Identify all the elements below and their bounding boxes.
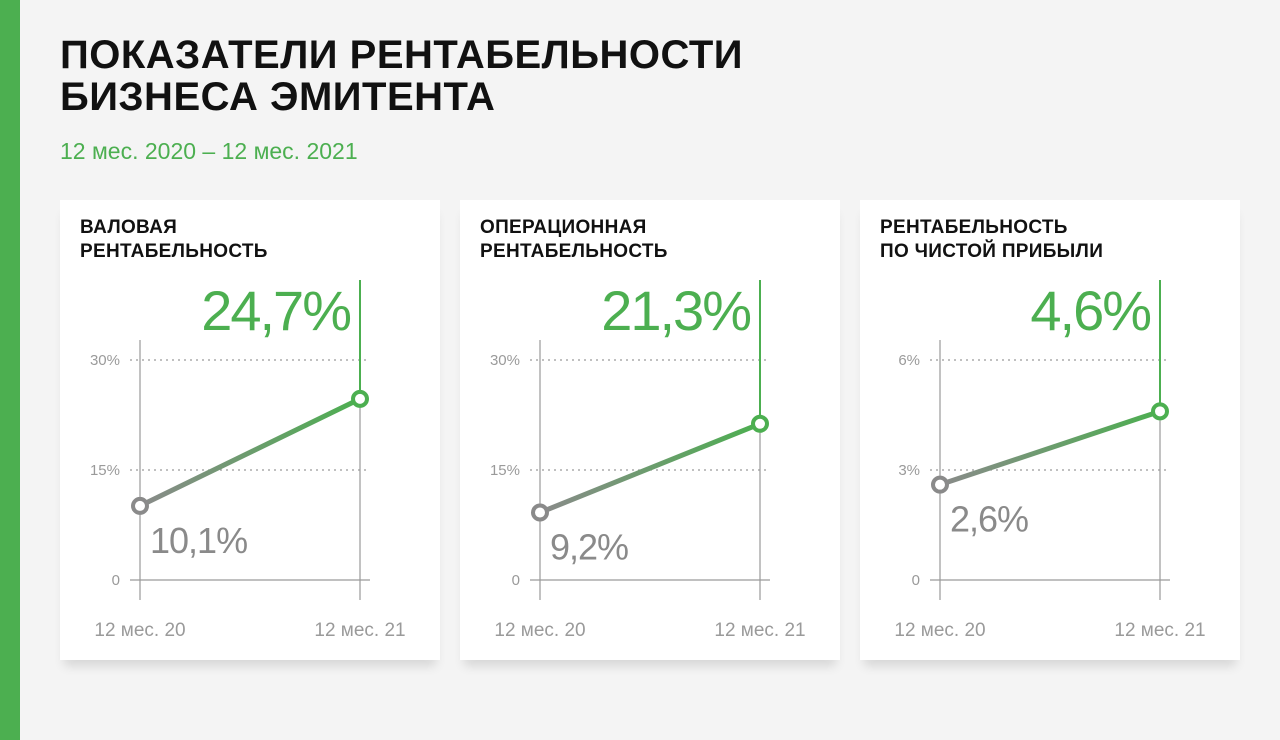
x-tick-label: 12 мес. 20 (894, 620, 985, 641)
page-title-line-1: ПОКАЗАТЕЛИ РЕНТАБЕЛЬНОСТИ (60, 33, 744, 77)
chart-title-line-1: ОПЕРАЦИОННАЯ (480, 217, 647, 238)
chart-title-line-1: РЕНТАБЕЛЬНОСТЬ (880, 217, 1068, 238)
data-point-current (351, 389, 369, 408)
value-label-past: 2,6% (950, 499, 1028, 540)
y-tick-label: 30% (90, 352, 120, 369)
chart-title: ОПЕРАЦИОННАЯ РЕНТАБЕЛЬНОСТЬ (480, 216, 820, 264)
data-point-current (751, 414, 769, 433)
y-tick-label: 15% (490, 462, 520, 479)
chart-title: РЕНТАБЕЛЬНОСТЬ ПО ЧИСТОЙ ПРИБЫЛИ (880, 216, 1220, 264)
data-point-past (131, 496, 149, 515)
chart-title-line-1: ВАЛОВАЯ (80, 217, 178, 238)
chart-title-line-2: РЕНТАБЕЛЬНОСТЬ (480, 241, 668, 262)
chart-card-gross-margin: ВАЛОВАЯ РЕНТАБЕЛЬНОСТЬ 0 15% 30% 24,7% 10,1%… (60, 200, 440, 660)
data-point-current (1151, 402, 1169, 421)
chart-title: ВАЛОВАЯ РЕНТАБЕЛЬНОСТЬ (80, 216, 420, 264)
chart-card-net-margin: РЕНТАБЕЛЬНОСТЬ ПО ЧИСТОЙ ПРИБЫЛИ 0 3% 6% 4,… (860, 200, 1240, 660)
chart-gross-margin: 0 15% 30% 24,7% 10,1% 12 мес. 20 12 мес. 21 (90, 279, 406, 641)
series-line (137, 396, 363, 509)
x-tick-label: 12 мес. 21 (714, 620, 805, 641)
series-line (937, 408, 1163, 488)
y-tick-label: 0 (912, 572, 920, 589)
series-line (537, 421, 763, 516)
accent-bar (0, 0, 20, 740)
value-label-current: 4,6% (1030, 279, 1150, 342)
chart-net-margin: 0 3% 6% 4,6% 2,6% 12 мес. 20 12 мес. 21 (894, 279, 1205, 641)
y-tick-label: 30% (490, 352, 520, 369)
chart-card-operating-margin: ОПЕРАЦИОННАЯ РЕНТАБЕЛЬНОСТЬ 0 15% 30% 21,3%… (460, 200, 840, 660)
value-label-current: 21,3% (601, 279, 750, 342)
chart-title-line-2: РЕНТАБЕЛЬНОСТЬ (80, 241, 268, 262)
value-label-past: 10,1% (150, 520, 247, 561)
value-label-past: 9,2% (550, 527, 628, 568)
y-tick-label: 0 (512, 572, 520, 589)
y-tick-label: 0 (112, 572, 120, 589)
chart-title-line-2: ПО ЧИСТОЙ ПРИБЫЛИ (880, 241, 1104, 262)
page-title: ПОКАЗАТЕЛИ РЕНТАБЕЛЬНОСТИ БИЗНЕСА ЭМИТЕН… (60, 34, 960, 118)
data-point-past (931, 475, 949, 494)
chart-operating-margin: 0 15% 30% 21,3% 9,2% 12 мес. 20 12 мес. 21 (490, 279, 806, 641)
y-tick-label: 6% (898, 352, 920, 369)
page-title-line-2: БИЗНЕСА ЭМИТЕНТА (60, 75, 496, 119)
y-tick-label: 3% (898, 462, 920, 479)
x-tick-label: 12 мес. 20 (494, 620, 585, 641)
y-tick-label: 15% (90, 462, 120, 479)
x-tick-label: 12 мес. 21 (314, 620, 405, 641)
value-label-current: 24,7% (201, 279, 350, 342)
x-tick-label: 12 мес. 21 (1114, 620, 1205, 641)
data-point-past (531, 503, 549, 522)
x-tick-label: 12 мес. 20 (94, 620, 185, 641)
period-subtitle: 12 мес. 2020 – 12 мес. 2021 (60, 138, 358, 164)
